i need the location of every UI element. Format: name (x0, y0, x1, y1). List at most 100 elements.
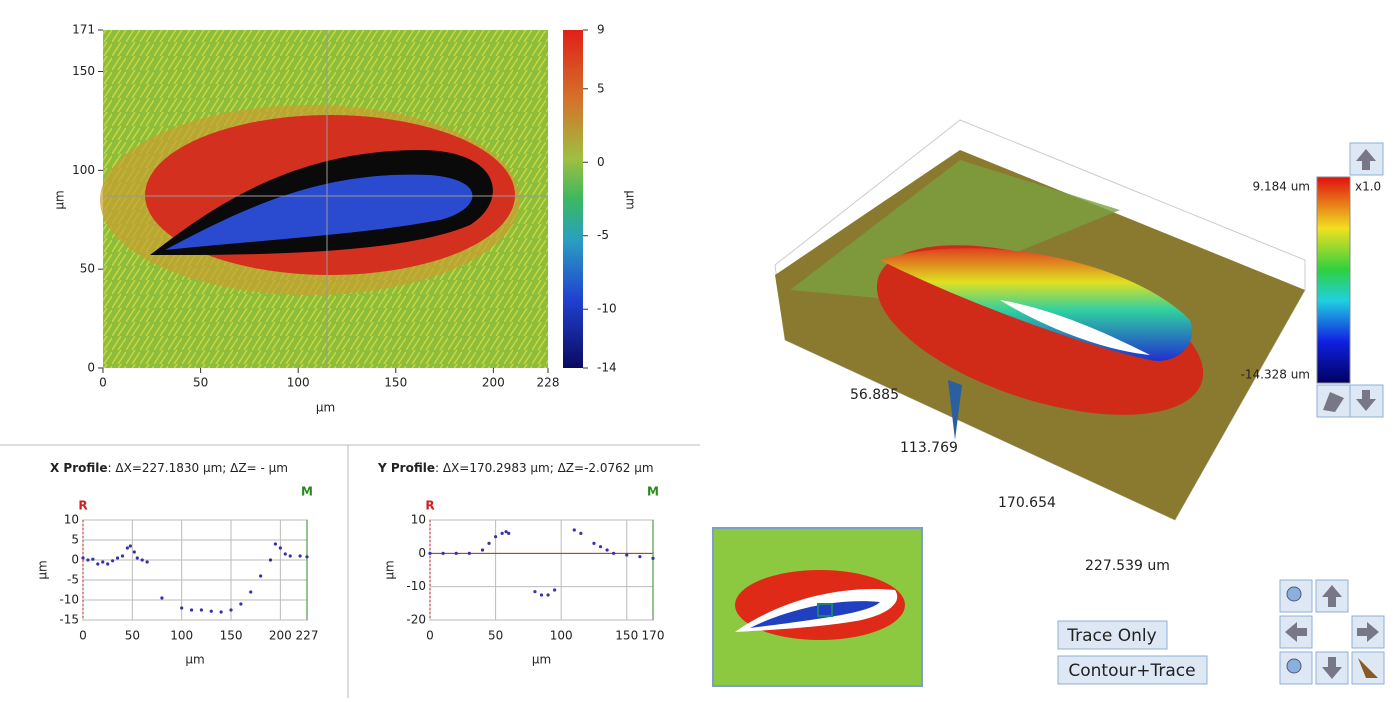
profile-point (481, 548, 484, 551)
trace-only-button[interactable]: Trace Only (1058, 621, 1167, 649)
colorbar-tick-label: 9 (597, 23, 605, 37)
axis-label-3d: 170.654 (998, 495, 1056, 511)
marker-m: M (647, 485, 659, 499)
profile-point (101, 560, 104, 563)
profile-point (239, 602, 242, 605)
profile-point (269, 558, 272, 561)
profile-point (81, 556, 84, 559)
page: Surface profile viewer { "height_map": {… (0, 0, 1394, 698)
profile-point (259, 574, 262, 577)
profile-title-name: Y Profile (377, 461, 435, 475)
button-label: Contour+Trace (1068, 661, 1195, 681)
profile-point (599, 545, 602, 548)
profile-point (210, 610, 213, 613)
x-tick-label: 50 (125, 629, 140, 643)
contour-trace-button[interactable]: Contour+Trace (1058, 656, 1207, 684)
profile-point (592, 542, 595, 545)
profile-point (305, 555, 308, 558)
y-tick-label: 171 (72, 23, 95, 37)
profile-point (106, 562, 109, 565)
x-tick-label: 200 (269, 629, 292, 643)
profile-point (605, 548, 608, 551)
profile-info: : ΔX=227.1830 µm; ΔZ= - µm (108, 461, 288, 475)
y-tick-label: -10 (59, 593, 79, 607)
nav-pad[interactable] (1280, 580, 1384, 684)
x-axis-label: µm (532, 653, 551, 667)
x-tick-label: 170 (642, 629, 665, 643)
plot-area (83, 520, 307, 620)
colorbar-tick-label: -5 (597, 228, 609, 242)
colorbar-label: µm (624, 190, 638, 209)
marker-r: R (425, 499, 434, 513)
profile-point (274, 542, 277, 545)
profile-point (126, 546, 129, 549)
color-max-label: 9.184 um (1253, 180, 1310, 194)
x-tick-label: 100 (550, 629, 573, 643)
x-tick-label: 150 (220, 629, 243, 643)
profile-point (638, 555, 641, 558)
profile-point (579, 532, 582, 535)
x-tick-label: 0 (79, 629, 87, 643)
profile-point (298, 554, 301, 557)
colorbar-tick-label: -10 (597, 302, 617, 316)
profile-point (494, 535, 497, 538)
y-tick-label: 10 (64, 513, 79, 527)
profile-point (220, 610, 223, 613)
colorbar-3d (1317, 177, 1350, 383)
x-tick-label: 150 (615, 629, 638, 643)
profile-point (284, 552, 287, 555)
y-tick-label: 150 (72, 64, 95, 78)
y-tick-label: 0 (87, 361, 95, 375)
profile-point (96, 562, 99, 565)
x-axis-label: µm (316, 401, 335, 415)
y-axis-label: µm (36, 560, 50, 579)
x-tick-label: 50 (488, 629, 503, 643)
y-tick-label: 100 (72, 163, 95, 177)
y-axis-label: µm (53, 190, 67, 209)
zoom-icon (1287, 587, 1301, 601)
profile-point (553, 588, 556, 591)
x-tick-label: 100 (170, 629, 193, 643)
screen: 050100150200228050100150171µmµm950-5-10-… (0, 0, 1394, 698)
profile-point (428, 552, 431, 555)
profile-point (111, 559, 114, 562)
color-min-label: -14.328 um (1241, 368, 1310, 382)
profile-point (121, 554, 124, 557)
profile-point (546, 593, 549, 596)
profile-point (146, 560, 149, 563)
profile-point (442, 552, 445, 555)
y-tick-label: 10 (411, 513, 426, 527)
profile-point (612, 552, 615, 555)
axis-label-3d: 56.885 (850, 387, 899, 403)
y-tick-label: 0 (71, 553, 79, 567)
profile-point (455, 552, 458, 555)
profile-point (651, 557, 654, 560)
x-tick-label: 200 (482, 376, 505, 390)
profile-point (116, 556, 119, 559)
profile-title: X Profile: ΔX=227.1830 µm; ΔZ= - µm (50, 461, 288, 475)
profile-point (190, 608, 193, 611)
colorbar-tick-label: -14 (597, 361, 617, 375)
y-tick-label: -15 (59, 613, 79, 627)
height-map-image (100, 30, 548, 368)
x-tick-label: 50 (193, 376, 208, 390)
y-axis-label: µm (383, 560, 397, 579)
body: 050100150200228050100150171µmµm950-5-10-… (0, 0, 1394, 698)
axis-label-3d: 113.769 (900, 440, 958, 456)
profile-info: : ΔX=170.2983 µm; ΔZ=-2.0762 µm (435, 461, 654, 475)
x-tick-label: 228 (537, 376, 560, 390)
profile-point (573, 528, 576, 531)
colorbar-tick-label: 0 (597, 155, 605, 169)
profile-point (86, 558, 89, 561)
profile-point (507, 532, 510, 535)
zoom-icon (1287, 659, 1301, 673)
thumbnail[interactable] (713, 528, 922, 686)
profile-point (279, 546, 282, 549)
y-tick-label: -20 (406, 613, 426, 627)
y-tick-label: 5 (71, 533, 79, 547)
colorbar-tick-label: 5 (597, 81, 605, 95)
plot-area (430, 520, 653, 620)
marker-m: M (301, 485, 313, 499)
button-label: Trace Only (1066, 626, 1156, 646)
marker-r: R (78, 499, 87, 513)
